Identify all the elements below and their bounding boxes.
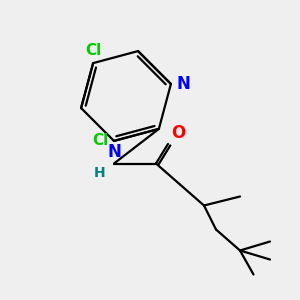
- Text: H: H: [94, 166, 106, 180]
- Text: Cl: Cl: [85, 43, 101, 58]
- Text: N: N: [107, 143, 121, 161]
- Text: Cl: Cl: [92, 134, 109, 148]
- Text: N: N: [176, 75, 190, 93]
- Text: O: O: [172, 124, 186, 142]
